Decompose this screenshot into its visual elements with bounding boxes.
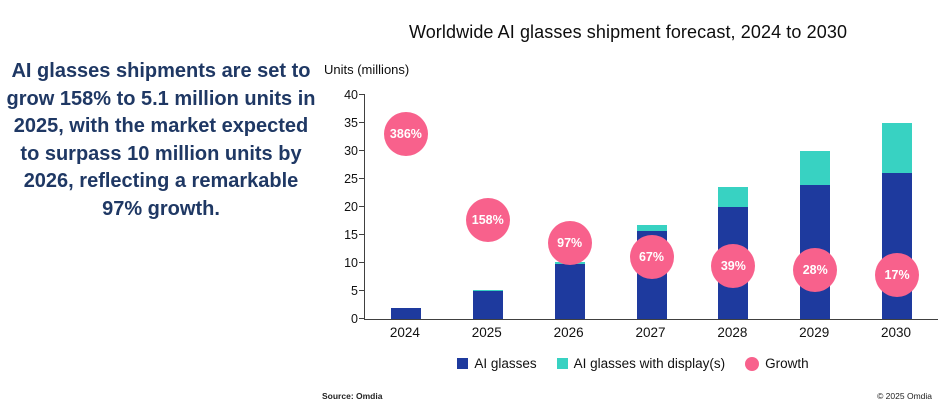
y-tick-mark <box>359 94 365 95</box>
bar-2030-ai-glasses-with-display <box>882 123 913 174</box>
y-tick-label: 35 <box>344 116 358 130</box>
y-tick-mark <box>359 318 365 319</box>
y-tick-mark <box>359 178 365 179</box>
growth-bubble-2028: 39% <box>711 243 756 288</box>
x-tick-label-2028: 2028 <box>717 325 748 340</box>
legend: AI glasses AI glasses with display(s) Grow… <box>330 356 936 371</box>
x-tick-label-2027: 2027 <box>635 325 666 340</box>
y-tick-label: 0 <box>351 312 358 326</box>
bar-2026-ai-glasses <box>554 264 585 319</box>
y-tick-label: 30 <box>344 144 358 158</box>
bar-2029-ai-glasses-with-display <box>800 151 831 185</box>
legend-item-ai-glasses-with-display: AI glasses with display(s) <box>556 356 726 371</box>
bar-2027-ai-glasses-with-display <box>636 224 667 231</box>
legend-label: AI glasses <box>474 356 537 371</box>
legend-item-growth: Growth <box>745 356 809 371</box>
plot-canvas: 386% 158% 97% 67% 39% 28% 17% <box>359 94 938 320</box>
bar-2028-ai-glasses-with-display <box>718 187 749 207</box>
y-tick-label: 40 <box>344 88 358 102</box>
y-tick-label: 10 <box>344 256 358 270</box>
y-tick-label: 15 <box>344 228 358 242</box>
source-note: Source: Omdia <box>322 391 383 401</box>
y-tick-label: 5 <box>351 284 358 298</box>
growth-bubble-2024: 386% <box>383 112 428 157</box>
x-tick-label-2024: 2024 <box>389 325 420 340</box>
y-tick-mark <box>359 262 365 263</box>
y-tick-mark <box>359 206 365 207</box>
legend-swatch-icon <box>457 358 469 369</box>
growth-bubble-2025: 158% <box>465 197 510 242</box>
legend-growth-swatch-icon <box>745 356 760 371</box>
legend-label: AI glasses with display(s) <box>573 356 726 371</box>
x-axis: 2024 2025 2026 2027 2028 2029 2030 <box>364 325 937 345</box>
plot-area: 0 5 10 15 20 25 30 35 40 386% 158% 97% 67% 39% 28% 17%… <box>330 88 940 355</box>
y-tick-mark <box>359 122 365 123</box>
y-tick-mark <box>359 290 365 291</box>
y-tick-mark <box>359 234 365 235</box>
growth-bubble-2029: 28% <box>793 247 838 292</box>
y-axis: 0 5 10 15 20 25 30 35 40 <box>330 88 358 326</box>
bar-2025-ai-glasses <box>472 291 503 319</box>
growth-bubble-2030: 17% <box>875 252 920 297</box>
bar-2030-ai-glasses <box>882 173 913 319</box>
y-tick-label: 20 <box>344 200 358 214</box>
legend-swatch-icon <box>556 358 568 369</box>
x-tick-label-2029: 2029 <box>799 325 830 340</box>
bar-2024-ai-glasses <box>390 307 421 319</box>
growth-bubble-2027: 67% <box>629 234 674 279</box>
legend-label: Growth <box>765 356 809 371</box>
legend-item-ai-glasses: AI glasses <box>457 356 537 371</box>
y-tick-mark <box>359 150 365 151</box>
growth-bubble-2026: 97% <box>547 220 592 265</box>
x-tick-label-2026: 2026 <box>553 325 584 340</box>
chart-title: Worldwide AI glasses shipment forecast, … <box>408 22 848 42</box>
x-tick-label-2025: 2025 <box>471 325 502 340</box>
copyright-note: © 2025 Omdia <box>877 391 932 401</box>
bar-2025-ai-glasses-with-display <box>472 290 503 291</box>
y-axis-title: Units (millions) <box>324 62 410 77</box>
summary-callout: AI glasses shipments are set to grow 158… <box>6 60 316 220</box>
x-tick-label-2030: 2030 <box>881 325 912 340</box>
y-tick-label: 25 <box>344 172 358 186</box>
